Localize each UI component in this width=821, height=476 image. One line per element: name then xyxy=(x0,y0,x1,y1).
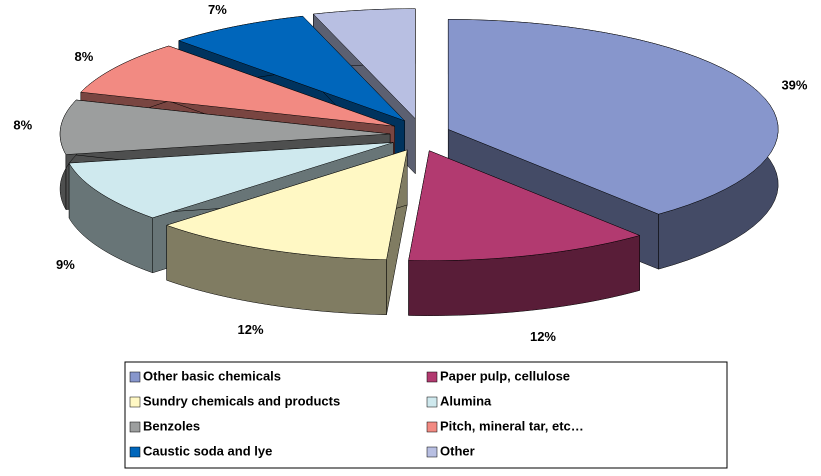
data-label: 8% xyxy=(13,117,32,132)
data-label: 12% xyxy=(530,329,556,344)
data-label: 39% xyxy=(781,77,807,92)
legend-swatch xyxy=(129,421,141,433)
legend-label: Other xyxy=(440,443,475,458)
slice-top xyxy=(447,19,779,215)
legend-label: Paper pulp, cellulose xyxy=(440,368,570,383)
slice-top xyxy=(312,8,416,120)
legend-label: Other basic chemicals xyxy=(143,368,281,383)
legend-swatch xyxy=(426,396,438,408)
legend-label: Caustic soda and lye xyxy=(143,443,272,458)
legend-swatch xyxy=(426,371,438,383)
slice-top xyxy=(165,149,408,260)
legend-swatch xyxy=(129,371,141,383)
data-label: 7% xyxy=(208,2,227,17)
legend-label: Alumina xyxy=(440,393,492,408)
legend-label: Pitch, mineral tar, etc… xyxy=(440,418,584,433)
data-label: 8% xyxy=(75,49,94,64)
data-label: 12% xyxy=(238,322,264,337)
legend-label: Sundry chemicals and products xyxy=(143,393,340,408)
slice-top xyxy=(80,45,395,127)
slice-top xyxy=(59,99,391,155)
slice-top xyxy=(178,15,405,122)
slice-top xyxy=(68,142,394,219)
legend-swatch xyxy=(426,446,438,458)
legend-box xyxy=(124,361,728,469)
legend-swatch xyxy=(129,446,141,458)
data-label: 9% xyxy=(56,257,75,272)
legend-swatch xyxy=(129,396,141,408)
legend-label: Benzoles xyxy=(143,418,200,433)
slice-top xyxy=(408,150,641,261)
legend-swatch xyxy=(426,421,438,433)
